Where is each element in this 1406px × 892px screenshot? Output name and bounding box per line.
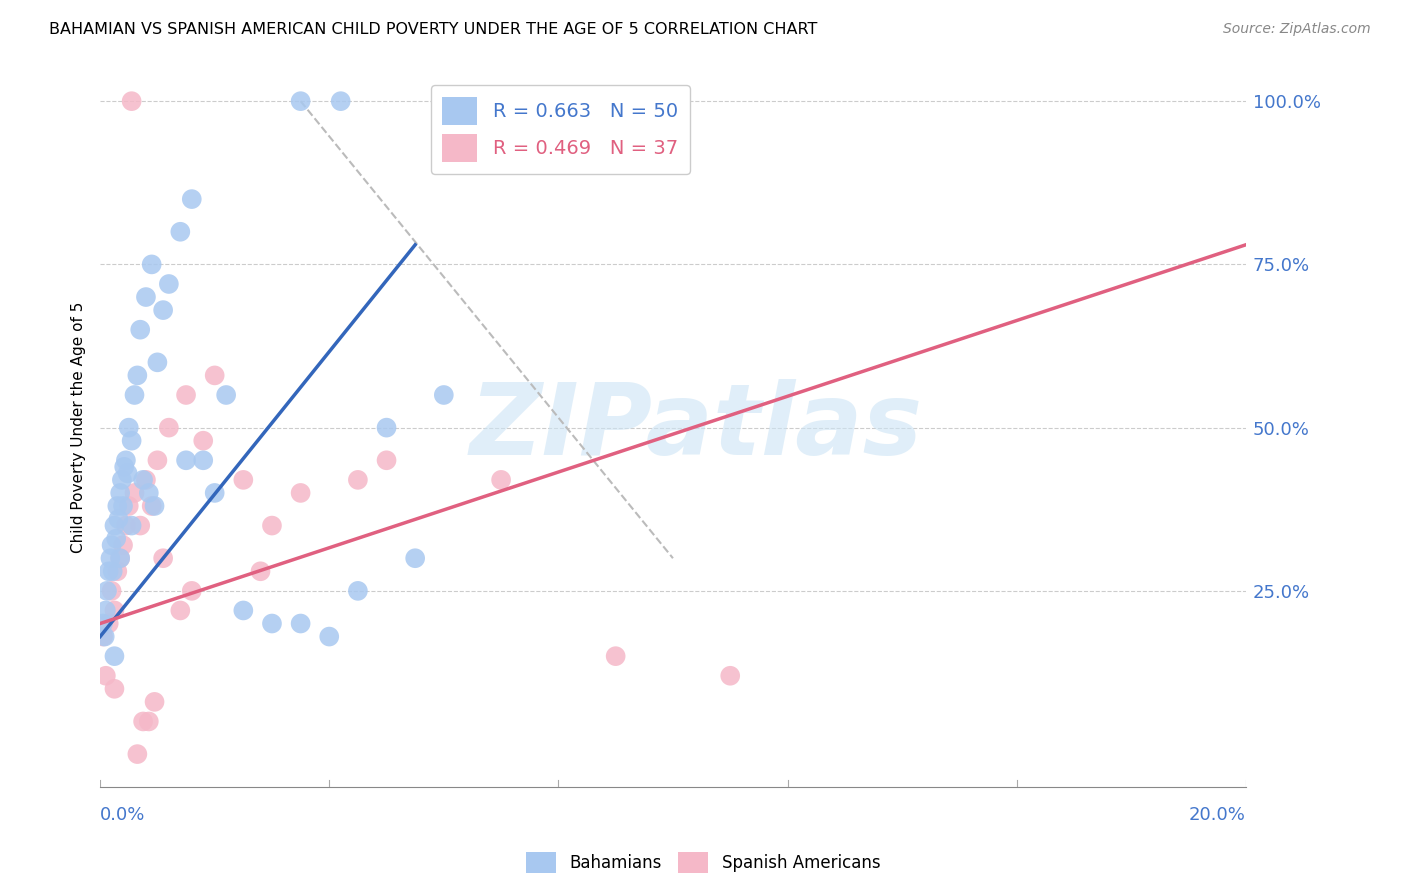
Point bbox=[169, 603, 191, 617]
Point bbox=[260, 616, 283, 631]
Point bbox=[105, 532, 128, 546]
Text: 20.0%: 20.0% bbox=[1189, 806, 1246, 824]
Point bbox=[100, 583, 122, 598]
Point bbox=[215, 388, 238, 402]
Point bbox=[121, 518, 143, 533]
Point bbox=[129, 518, 152, 533]
Point bbox=[94, 669, 117, 683]
Point bbox=[108, 486, 131, 500]
Point bbox=[94, 603, 117, 617]
Point bbox=[260, 518, 283, 533]
Point bbox=[347, 583, 370, 598]
Point bbox=[115, 453, 138, 467]
Point bbox=[107, 512, 129, 526]
Point bbox=[404, 551, 426, 566]
Point bbox=[204, 486, 226, 500]
Point bbox=[105, 499, 128, 513]
Point bbox=[249, 564, 271, 578]
Text: BAHAMIAN VS SPANISH AMERICAN CHILD POVERTY UNDER THE AGE OF 5 CORRELATION CHART: BAHAMIAN VS SPANISH AMERICAN CHILD POVER… bbox=[49, 22, 817, 37]
Point bbox=[605, 649, 627, 664]
Point bbox=[115, 518, 138, 533]
Point bbox=[290, 616, 312, 631]
Point bbox=[375, 453, 398, 467]
Point bbox=[135, 290, 157, 304]
Point bbox=[290, 486, 312, 500]
Point bbox=[152, 303, 174, 318]
Point bbox=[143, 499, 166, 513]
Point bbox=[180, 583, 202, 598]
Point bbox=[193, 453, 215, 467]
Point bbox=[91, 630, 114, 644]
Point bbox=[111, 473, 134, 487]
Point bbox=[118, 420, 141, 434]
Point bbox=[108, 551, 131, 566]
Text: 0.0%: 0.0% bbox=[100, 806, 145, 824]
Point bbox=[127, 368, 149, 383]
Point bbox=[152, 551, 174, 566]
Point bbox=[146, 453, 169, 467]
Point bbox=[138, 486, 160, 500]
Point bbox=[103, 518, 125, 533]
Point bbox=[375, 420, 398, 434]
Point bbox=[141, 499, 163, 513]
Point bbox=[174, 388, 197, 402]
Text: ZIPatlas: ZIPatlas bbox=[470, 379, 922, 476]
Legend: R = 0.663   N = 50, R = 0.469   N = 37: R = 0.663 N = 50, R = 0.469 N = 37 bbox=[430, 86, 689, 174]
Point bbox=[157, 277, 180, 291]
Point bbox=[96, 583, 118, 598]
Point bbox=[105, 564, 128, 578]
Point bbox=[127, 747, 149, 761]
Point bbox=[146, 355, 169, 369]
Point bbox=[180, 192, 202, 206]
Point bbox=[347, 473, 370, 487]
Point bbox=[193, 434, 215, 448]
Point bbox=[132, 714, 155, 729]
Point bbox=[290, 94, 312, 108]
Point bbox=[112, 538, 135, 552]
Point bbox=[129, 323, 152, 337]
Point bbox=[121, 434, 143, 448]
Point bbox=[204, 368, 226, 383]
Point bbox=[141, 257, 163, 271]
Point bbox=[489, 473, 512, 487]
Point bbox=[103, 603, 125, 617]
Point bbox=[135, 473, 157, 487]
Point bbox=[100, 538, 122, 552]
Point bbox=[169, 225, 191, 239]
Point bbox=[157, 420, 180, 434]
Point bbox=[97, 564, 120, 578]
Point bbox=[121, 94, 143, 108]
Point bbox=[91, 616, 114, 631]
Legend: Bahamians, Spanish Americans: Bahamians, Spanish Americans bbox=[519, 846, 887, 880]
Point bbox=[143, 695, 166, 709]
Point bbox=[118, 499, 141, 513]
Point bbox=[117, 467, 139, 481]
Point bbox=[124, 388, 146, 402]
Point bbox=[124, 486, 146, 500]
Point bbox=[132, 473, 155, 487]
Point bbox=[174, 453, 197, 467]
Text: Source: ZipAtlas.com: Source: ZipAtlas.com bbox=[1223, 22, 1371, 37]
Point bbox=[100, 551, 122, 566]
Point bbox=[318, 630, 340, 644]
Point bbox=[329, 94, 352, 108]
Point bbox=[232, 473, 254, 487]
Point bbox=[103, 681, 125, 696]
Point bbox=[433, 388, 456, 402]
Point bbox=[93, 630, 115, 644]
Point bbox=[103, 649, 125, 664]
Point bbox=[97, 616, 120, 631]
Point bbox=[108, 551, 131, 566]
Point bbox=[112, 499, 135, 513]
Point bbox=[112, 459, 135, 474]
Point bbox=[101, 564, 124, 578]
Y-axis label: Child Poverty Under the Age of 5: Child Poverty Under the Age of 5 bbox=[72, 302, 86, 553]
Point bbox=[718, 669, 741, 683]
Point bbox=[232, 603, 254, 617]
Point bbox=[138, 714, 160, 729]
